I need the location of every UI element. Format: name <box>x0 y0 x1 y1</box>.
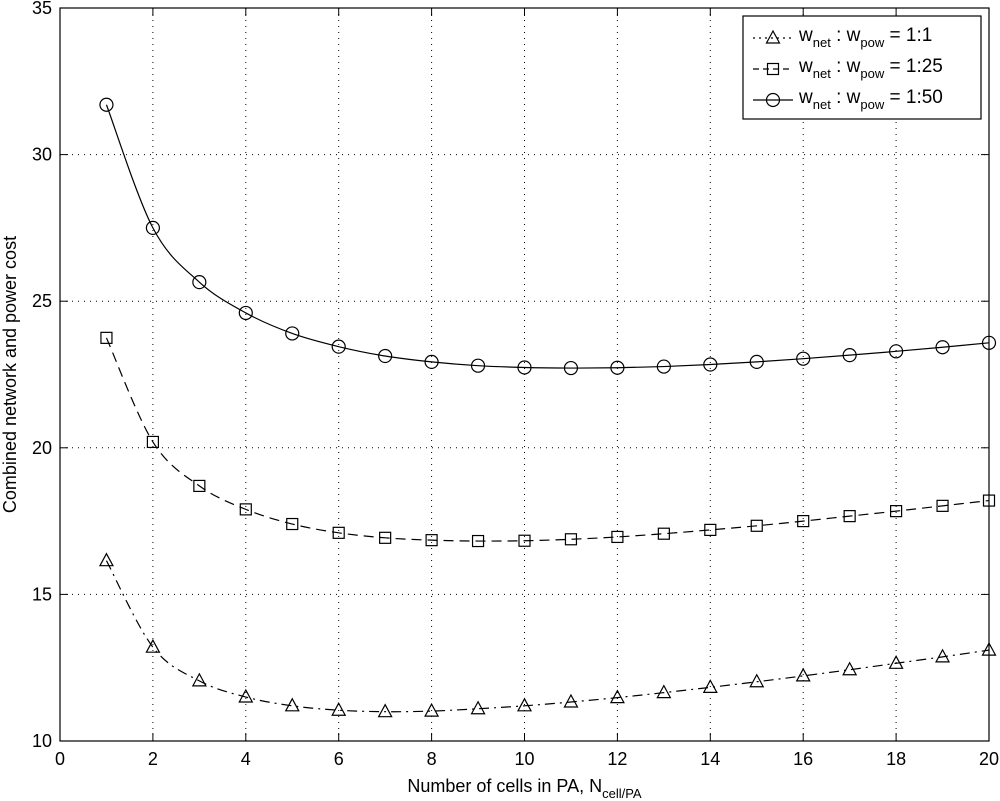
data-point-triangle <box>842 661 858 676</box>
data-point-triangle <box>331 701 347 716</box>
data-point-triangle <box>795 667 811 682</box>
data-point-triangle <box>656 684 672 699</box>
y-tick-label: 30 <box>32 145 52 165</box>
data-point-circle <box>517 360 532 375</box>
data-point-triangle <box>284 697 300 712</box>
legend-box <box>742 15 982 120</box>
data-point-square <box>704 523 717 536</box>
legend-marker-triangle <box>765 29 781 44</box>
data-point-triangle <box>424 702 440 717</box>
data-point-square <box>379 531 392 544</box>
data-point-triangle <box>516 697 533 712</box>
data-point-square <box>100 331 113 344</box>
data-point-circle <box>145 220 160 235</box>
data-point-square <box>425 534 438 547</box>
data-point-triangle <box>888 655 904 669</box>
data-point-circle <box>703 357 718 372</box>
data-point-square <box>564 533 578 546</box>
series-line <box>105 560 990 713</box>
data-point-square <box>286 517 299 531</box>
x-tick-label: 4 <box>241 749 251 769</box>
data-point-circle <box>656 359 671 374</box>
data-point-circle <box>842 348 857 363</box>
data-point-circle <box>470 358 486 373</box>
legend-entry: wnet : wpow = 1:1 <box>753 25 932 50</box>
data-point-triangle <box>238 688 254 703</box>
data-point-circle <box>888 344 904 359</box>
x-tick-label: 20 <box>979 749 999 769</box>
y-tick-label: 25 <box>32 291 52 311</box>
data-point-circle <box>285 326 300 341</box>
x-tick-label: 12 <box>607 749 627 769</box>
legend-entry: wnet : wpow = 1:25 <box>753 56 943 81</box>
data-point-circle <box>378 348 393 364</box>
y-tick-label: 35 <box>32 0 52 18</box>
series-line <box>105 337 990 542</box>
data-point-triangle <box>470 700 486 715</box>
data-point-square <box>657 527 670 540</box>
data-point-square <box>518 534 531 547</box>
x-tick-label: 10 <box>514 749 534 769</box>
data-point-square <box>239 503 252 516</box>
data-point-circle <box>749 354 764 369</box>
data-point-square <box>889 505 903 518</box>
data-point-triangle <box>191 672 207 687</box>
legend-label: wnet : wpow = 1:50 <box>798 87 943 112</box>
data-point-square <box>332 526 345 539</box>
data-point-circle <box>331 339 346 354</box>
legend-entry: wnet : wpow = 1:50 <box>753 87 943 112</box>
series-circle <box>99 97 997 376</box>
data-point-circle <box>935 340 950 355</box>
data-point-circle <box>796 351 811 366</box>
series-triangle <box>98 552 997 718</box>
x-tick-label: 8 <box>427 749 437 769</box>
y-tick-label: 15 <box>32 584 52 604</box>
data-point-circle <box>610 360 625 375</box>
legend: wnet : wpow = 1:1 wnet : wpow = 1:25 wnet … <box>742 15 982 120</box>
x-tick-label: 2 <box>148 749 158 769</box>
data-point-circle <box>99 97 114 112</box>
x-tick-label: 6 <box>334 749 344 769</box>
data-point-square <box>843 510 856 523</box>
y-tick-label: 20 <box>32 438 52 458</box>
x-tick-label: 0 <box>55 749 65 769</box>
data-point-triangle <box>563 693 579 708</box>
data-point-circle <box>424 354 439 369</box>
series-square <box>100 331 996 548</box>
data-point-triangle <box>702 679 718 693</box>
legend-label: wnet : wpow = 1:1 <box>798 25 932 50</box>
data-point-triangle <box>749 673 765 688</box>
data-point-square <box>750 519 763 532</box>
data-point-square <box>471 534 485 548</box>
data-point-square <box>146 435 159 449</box>
axis-ticks: 0 2 4 6 8 10 12 14 16 18 20 10 15 20 25 30 35 <box>32 0 999 769</box>
y-axis-label: Combined network and power cost <box>0 236 20 513</box>
data-point-circle <box>192 275 207 290</box>
data-point-triangle <box>981 641 997 656</box>
data-point-circle <box>238 305 253 321</box>
x-axis-label: Number of cells in PA, Ncell/PA <box>407 776 642 801</box>
data-point-triangle <box>98 552 114 567</box>
data-point-triangle <box>609 689 625 704</box>
legend-label: wnet : wpow = 1:25 <box>798 56 943 81</box>
x-tick-label: 14 <box>700 749 720 769</box>
data-point-square <box>611 530 624 544</box>
data-point-triangle <box>145 638 161 653</box>
data-point-square <box>193 479 206 493</box>
data-point-triangle <box>935 648 951 663</box>
series-line <box>105 104 990 369</box>
x-tick-label: 18 <box>886 749 906 769</box>
series-group <box>98 97 997 718</box>
data-point-square <box>797 514 810 528</box>
data-point-circle <box>981 335 997 350</box>
legend-marker-circle <box>765 92 781 108</box>
data-point-square <box>936 499 949 512</box>
data-point-circle <box>563 360 579 376</box>
data-point-triangle <box>377 703 393 718</box>
y-tick-label: 10 <box>32 731 52 751</box>
x-tick-label: 16 <box>793 749 813 769</box>
legend-marker-square <box>766 62 780 76</box>
data-point-square <box>982 494 996 507</box>
